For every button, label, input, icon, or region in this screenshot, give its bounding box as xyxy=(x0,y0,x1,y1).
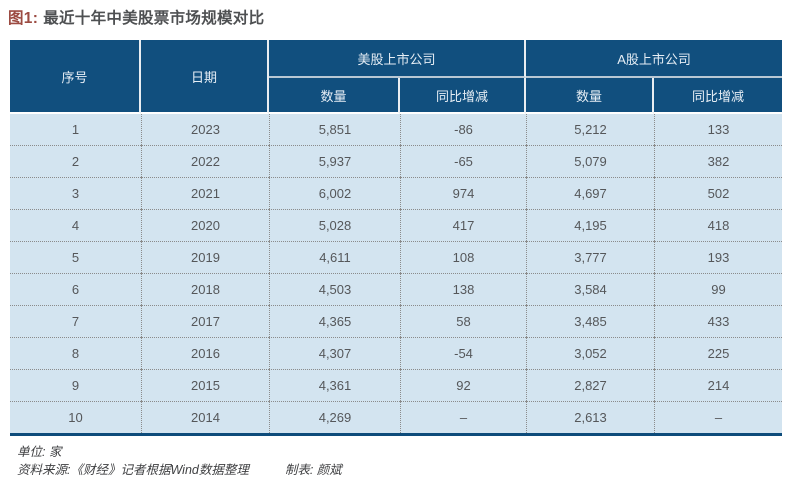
table-cell: -65 xyxy=(400,145,527,177)
table-cell: 417 xyxy=(400,209,527,241)
table-cell: 2020 xyxy=(141,209,269,241)
table-cell: 2023 xyxy=(141,114,269,145)
table-cell: 3,485 xyxy=(526,305,655,337)
table-cell: 108 xyxy=(400,241,527,273)
footer-notes: 单位: 家 资料来源:《财经》记者根据Wind数据整理 制表: 颜斌 xyxy=(17,443,784,479)
table-cell: 9 xyxy=(10,369,141,401)
table-cell: 193 xyxy=(654,241,783,273)
table-cell: 7 xyxy=(10,305,141,337)
table-cell: 433 xyxy=(654,305,783,337)
col-header-us-count: 数量 xyxy=(269,78,400,114)
comparison-table: 序号 日期 美股上市公司 A股上市公司 数量 同比增减 数量 同比增减 1 202… xyxy=(10,40,783,436)
table-row: 6 2018 4,503 138 3,584 99 xyxy=(10,273,783,305)
table-cell: 5,079 xyxy=(526,145,655,177)
table-cell: 4 xyxy=(10,209,141,241)
table-cell: 2018 xyxy=(141,273,269,305)
table-cell: 5,851 xyxy=(269,114,400,145)
table-cell: -54 xyxy=(400,337,527,369)
col-header-serial: 序号 xyxy=(10,40,141,114)
table-cell: 4,503 xyxy=(269,273,400,305)
table-row: 7 2017 4,365 58 3,485 433 xyxy=(10,305,783,337)
table-cell: 1 xyxy=(10,114,141,145)
table-cell: 2017 xyxy=(141,305,269,337)
table-cell: 5 xyxy=(10,241,141,273)
table-cell: 2015 xyxy=(141,369,269,401)
table-cell: – xyxy=(400,401,527,433)
table-cell: -86 xyxy=(400,114,527,145)
col-header-us-yoy: 同比增减 xyxy=(400,78,527,114)
table-cell: 4,365 xyxy=(269,305,400,337)
col-header-a-yoy: 同比增减 xyxy=(654,78,783,114)
table-cell: – xyxy=(654,401,783,433)
table-row: 1 2023 5,851 -86 5,212 133 xyxy=(10,114,783,145)
table-cell: 382 xyxy=(654,145,783,177)
table-cell: 2,613 xyxy=(526,401,655,433)
source-note: 资料来源:《财经》记者根据Wind数据整理 xyxy=(17,463,249,477)
header-sub-row: 数量 同比增减 数量 同比增减 xyxy=(10,78,783,114)
table-cell: 6,002 xyxy=(269,177,400,209)
table-cell: 2019 xyxy=(141,241,269,273)
table-cell: 5,212 xyxy=(526,114,655,145)
table-row: 4 2020 5,028 417 4,195 418 xyxy=(10,209,783,241)
table-cell: 3,777 xyxy=(526,241,655,273)
table-cell: 5,028 xyxy=(269,209,400,241)
table-row: 9 2015 4,361 92 2,827 214 xyxy=(10,369,783,401)
header-group-row: 序号 日期 美股上市公司 A股上市公司 xyxy=(10,40,783,114)
credit-note: 制表: 颜斌 xyxy=(284,463,342,477)
table-cell: 2 xyxy=(10,145,141,177)
table-cell: 10 xyxy=(10,401,141,433)
figure-title: 图1: 最近十年中美股票市场规模对比 xyxy=(8,9,784,29)
figure-title-text: 最近十年中美股票市场规模对比 xyxy=(43,10,265,27)
col-group-us-listed: 美股上市公司 xyxy=(269,40,527,78)
table-cell: 502 xyxy=(654,177,783,209)
table-cell: 214 xyxy=(654,369,783,401)
table-cell: 2016 xyxy=(141,337,269,369)
table-cell: 99 xyxy=(654,273,783,305)
table-cell: 58 xyxy=(400,305,527,337)
col-header-a-count: 数量 xyxy=(526,78,655,114)
table-cell: 4,307 xyxy=(269,337,400,369)
table-row: 10 2014 4,269–2,613– xyxy=(10,401,783,433)
table-cell: 4,697 xyxy=(526,177,655,209)
table-cell: 3 xyxy=(10,177,141,209)
figure-number: 图1: xyxy=(8,10,39,27)
table-row: 3 2021 6,002 974 4,697 502 xyxy=(10,177,783,209)
table-cell: 4,195 xyxy=(526,209,655,241)
table-cell: 92 xyxy=(400,369,527,401)
source-line: 资料来源:《财经》记者根据Wind数据整理 制表: 颜斌 xyxy=(17,461,784,479)
table-cell: 4,361 xyxy=(269,369,400,401)
table-body: 1 2023 5,851 -86 5,212 133 2 2022 5,937 -65 5,079 3… xyxy=(10,114,783,433)
table-cell: 3,584 xyxy=(526,273,655,305)
table-cell: 6 xyxy=(10,273,141,305)
table-cell: 418 xyxy=(654,209,783,241)
col-header-date: 日期 xyxy=(141,40,269,114)
table-cell: 225 xyxy=(654,337,783,369)
table-row: 2 2022 5,937 -65 5,079 382 xyxy=(10,145,783,177)
table-row: 8 2016 4,307 -54 3,052 225 xyxy=(10,337,783,369)
table-cell: 8 xyxy=(10,337,141,369)
table-cell: 133 xyxy=(654,114,783,145)
table-row: 5 2019 4,611 108 3,777 193 xyxy=(10,241,783,273)
unit-note: 单位: 家 xyxy=(17,445,62,459)
table-cell: 4,269 xyxy=(269,401,400,433)
table-cell: 3,052 xyxy=(526,337,655,369)
table-header: 序号 日期 美股上市公司 A股上市公司 数量 同比增减 数量 同比增减 xyxy=(10,40,783,114)
table-cell: 974 xyxy=(400,177,527,209)
col-group-a-share-listed: A股上市公司 xyxy=(526,40,783,78)
table-cell: 2,827 xyxy=(526,369,655,401)
table-cell: 2014 xyxy=(141,401,269,433)
table-cell: 138 xyxy=(400,273,527,305)
table-cell: 2022 xyxy=(141,145,269,177)
table-cell: 5,937 xyxy=(269,145,400,177)
table-cell: 4,611 xyxy=(269,241,400,273)
table-cell: 2021 xyxy=(141,177,269,209)
